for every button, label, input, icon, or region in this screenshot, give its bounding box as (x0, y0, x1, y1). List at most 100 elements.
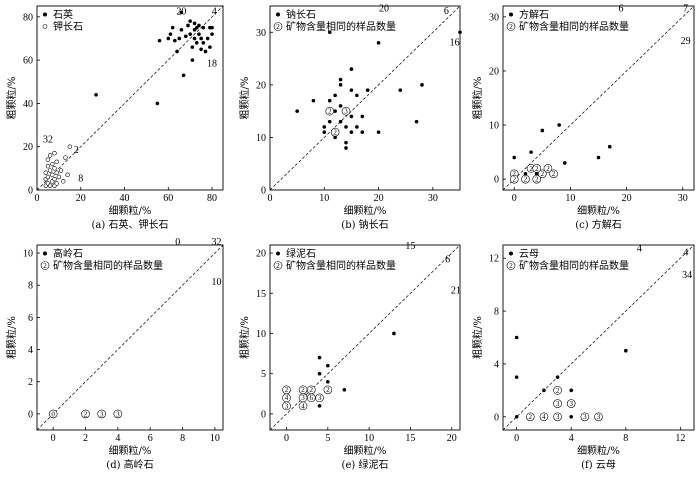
x-axis-label: 细颗粒/% (109, 444, 152, 457)
data-point-count-label: 2 (535, 165, 539, 173)
data-point-open (50, 161, 55, 167)
data-point-filled (342, 387, 347, 392)
annotation-label: 20 (379, 3, 389, 14)
data-point-filled (201, 41, 206, 45)
data-point-filled (392, 331, 396, 336)
y-tick-label: 0 (261, 409, 266, 420)
legend-label: 云母 (519, 248, 539, 260)
y-tick-label: 0 (261, 186, 266, 197)
x-tick-label: 12 (675, 433, 685, 444)
data-point-filled (179, 28, 184, 32)
legend-marker-filled (43, 251, 47, 256)
x-tick-label: 10 (565, 193, 575, 204)
data-point-count (521, 174, 530, 184)
data-point-count (553, 412, 562, 422)
x-tick-label: 20 (374, 193, 384, 204)
data-point-count-label: 2 (301, 386, 305, 394)
annotation-label: 8 (78, 173, 83, 184)
y-tick-label: 80 (23, 12, 33, 23)
x-tick-label: 80 (207, 193, 217, 204)
legend-count-digit: 2 (276, 262, 280, 270)
panel-caption: (c) 方解石 (575, 218, 622, 231)
data-point-open (58, 168, 64, 173)
one-to-one-line (36, 244, 224, 431)
data-point-count (97, 409, 106, 419)
data-point-open (67, 144, 73, 149)
x-axis-label: 细颗粒/% (109, 204, 152, 217)
x-tick-label: 60 (163, 193, 173, 204)
legend-count-digit: 2 (43, 262, 47, 270)
data-point-open (52, 166, 57, 171)
x-tick-label: 30 (678, 193, 688, 204)
plot-frame (502, 5, 695, 191)
data-point-count-label: 6 (310, 394, 314, 402)
data-point-count (543, 164, 553, 173)
data-point-filled (311, 98, 316, 103)
data-point-open (65, 172, 70, 178)
plot-frame (36, 244, 224, 431)
y-axis-label: 粗颗粒/% (471, 77, 484, 120)
legend-label: 方解石 (519, 8, 549, 21)
x-tick-label: 20 (447, 433, 457, 444)
data-point-count (538, 169, 547, 179)
legend-marker-filled (509, 251, 513, 256)
data-point-count-label: 2 (524, 176, 528, 184)
annotation-label: 20 (176, 7, 186, 18)
panel-caption: (d) 高岭石 (106, 458, 153, 471)
data-point-filled (157, 38, 162, 43)
data-point-count-label: 2 (328, 108, 332, 116)
annotation-label: 6 (445, 255, 450, 266)
data-point-count (532, 174, 542, 184)
data-point-count (325, 106, 335, 116)
legend-label: 高岭石 (53, 247, 83, 260)
data-point-count-label: 3 (344, 108, 348, 116)
y-tick-label: 10 (256, 133, 266, 144)
data-point-filled (210, 25, 214, 30)
annotation-label: 4 (683, 248, 688, 259)
y-tick-label: 10 (23, 249, 33, 260)
y-tick-label: 60 (23, 56, 33, 67)
data-point-open (50, 172, 55, 178)
data-point-filled (458, 30, 462, 35)
data-point-filled (327, 98, 332, 103)
data-point-filled (197, 23, 201, 28)
data-point-filled (529, 150, 533, 154)
x-axis-label: 细颗粒/% (577, 204, 620, 217)
data-point-filled (512, 155, 517, 160)
panel-caption: (a) 石英、钾长石 (92, 218, 169, 231)
annotation-label: 6 (444, 6, 449, 17)
data-point-count-label: 4 (301, 402, 305, 410)
one-to-one-line (36, 5, 224, 191)
one-to-one-line (269, 244, 461, 431)
data-point-open (45, 174, 51, 180)
data-point-count (525, 412, 535, 422)
data-point-count-label: 2 (310, 386, 314, 394)
data-point-count-label: 2 (285, 386, 289, 394)
data-point-filled (623, 348, 628, 353)
data-point-filled (542, 388, 546, 393)
annotation-label: 32 (212, 237, 222, 248)
annotation-label: 2 (74, 145, 79, 156)
data-point-filled (333, 109, 337, 113)
data-point-filled (175, 49, 179, 54)
data-point-filled (203, 49, 208, 54)
x-tick-label: 5 (325, 433, 330, 444)
data-point-filled (514, 375, 519, 379)
data-point-filled (514, 414, 519, 419)
data-point-filled (376, 130, 381, 134)
annotation-label: 6 (618, 3, 623, 14)
legend-marker-count (273, 22, 283, 31)
data-point-filled (607, 144, 612, 149)
data-point-count-label: 3 (569, 400, 573, 408)
chart-panel-2: 0 10 20 30 0 10 20 30 细颗粒/% 粗颗粒/% (c) 方解石 方解石 2 矿物含量相… (471, 3, 695, 231)
data-point-filled (190, 58, 195, 62)
data-point-filled (322, 130, 327, 134)
legend-marker-count (506, 22, 516, 31)
data-point-open (45, 157, 51, 162)
y-tick-label: 20 (489, 66, 499, 77)
data-point-count-label: 2 (512, 176, 516, 184)
legend-label: 矿物含量相同的样品数量 (286, 20, 396, 33)
annotation-label: 0 (175, 237, 180, 248)
data-point-open (47, 168, 53, 173)
annotation-label: 29 (681, 36, 691, 47)
